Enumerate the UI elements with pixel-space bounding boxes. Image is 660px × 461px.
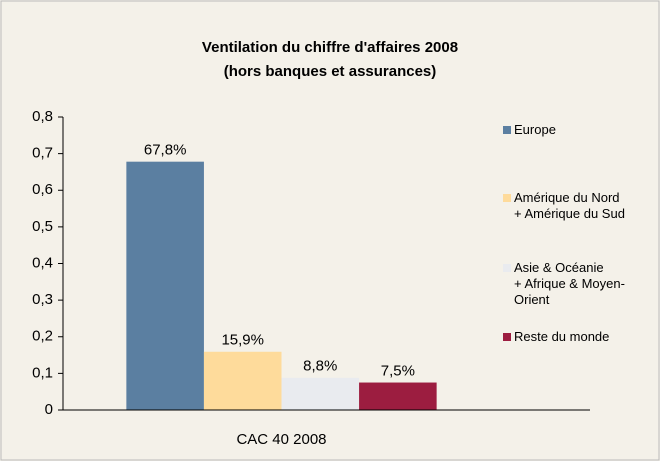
bar	[203, 351, 282, 410]
y-tick-label: 0,1	[32, 364, 53, 381]
bar	[126, 161, 204, 410]
y-tick-label: 0,3	[32, 291, 53, 308]
legend-label: Amérique du Nord + Amérique du Sud	[514, 190, 625, 221]
y-tick-label: 0	[45, 401, 53, 418]
data-label: 67,8%	[144, 142, 187, 159]
y-tick-label: 0,8	[32, 108, 53, 125]
data-label: 8,8%	[303, 358, 337, 375]
y-tick-label: 0,4	[32, 254, 53, 271]
y-tick-label: 0,5	[32, 218, 53, 235]
bar	[281, 377, 360, 410]
legend-swatch	[503, 126, 511, 134]
chart-title: Ventilation du chiffre d'affaires 2008	[202, 39, 458, 56]
legend-label: Reste du monde	[514, 329, 610, 344]
data-label: 7,5%	[381, 363, 415, 380]
chart-subtitle: (hors banques et assurances)	[224, 63, 437, 80]
bar	[359, 382, 437, 410]
y-tick-label: 0,2	[32, 328, 53, 345]
y-tick-label: 0,7	[32, 145, 53, 162]
x-tick-label: CAC 40 2008	[236, 431, 326, 448]
legend-label: Europe	[514, 122, 556, 137]
legend-swatch	[503, 264, 511, 272]
y-tick-label: 0,6	[32, 181, 53, 198]
legend-swatch	[503, 194, 511, 202]
legend-swatch	[503, 333, 511, 341]
data-label: 15,9%	[221, 332, 264, 349]
legend-label: Asie & Océanie + Afrique & Moyen-Orient	[514, 260, 625, 307]
